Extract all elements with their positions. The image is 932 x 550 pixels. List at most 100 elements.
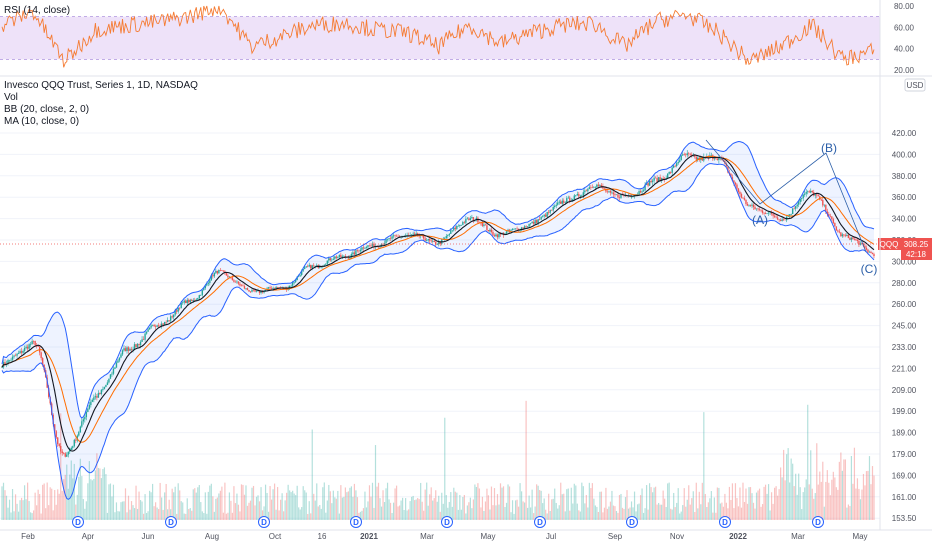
- volume-bar: [658, 502, 660, 520]
- candle-body: [865, 247, 868, 250]
- candle-body: [183, 300, 185, 303]
- candle-body: [34, 341, 36, 346]
- candle-body: [535, 220, 538, 223]
- candle-body: [662, 178, 664, 179]
- candle-body: [106, 382, 109, 386]
- volume-bar: [405, 498, 407, 520]
- candle-body: [519, 230, 521, 231]
- candle-body: [307, 266, 309, 267]
- volume-bar: [432, 500, 434, 520]
- candle-body: [733, 180, 735, 183]
- candle-body: [340, 254, 342, 258]
- volume-bar: [523, 502, 526, 520]
- candle-body: [301, 270, 303, 275]
- candle-body: [585, 190, 588, 192]
- candle-body: [368, 245, 371, 246]
- volume-bar: [575, 485, 577, 520]
- volume-bar: [359, 511, 362, 520]
- volume-bar: [608, 506, 610, 520]
- time-axis-label: Oct: [269, 532, 282, 541]
- candle-body: [338, 254, 341, 257]
- volume-bar: [520, 491, 523, 520]
- candle-body: [651, 180, 654, 182]
- volume-bar: [530, 507, 532, 520]
- volume-bar: [230, 500, 232, 520]
- volume-bar: [501, 487, 503, 520]
- candle-body: [669, 172, 672, 173]
- volume-bar: [280, 499, 282, 520]
- volume-bar: [46, 482, 48, 520]
- candle-body: [599, 185, 601, 186]
- candle-body: [775, 216, 777, 218]
- volume-bar: [386, 482, 389, 520]
- candle-body: [853, 238, 856, 240]
- volume-bar: [215, 498, 217, 520]
- volume-bar: [388, 499, 390, 520]
- volume-bar: [831, 479, 833, 520]
- candle-body: [407, 235, 410, 236]
- volume-bar: [514, 500, 517, 520]
- volume-bar: [63, 479, 65, 520]
- volume-bar: [679, 513, 681, 520]
- volume-bar: [834, 477, 836, 520]
- volume-bar: [261, 510, 264, 520]
- candle-body: [611, 192, 613, 194]
- candle-body: [730, 173, 732, 178]
- candle-body: [472, 217, 475, 221]
- volume-bar: [685, 506, 687, 520]
- volume-bar: [173, 492, 175, 520]
- candle-body: [108, 378, 110, 383]
- volume-bar: [195, 492, 197, 520]
- candle-body: [349, 257, 351, 259]
- candle-body: [551, 209, 553, 211]
- candle-body: [532, 221, 535, 224]
- time-axis-label: May: [852, 532, 867, 541]
- volume-bar: [820, 481, 822, 520]
- candle-body: [508, 229, 511, 231]
- currency-box: [904, 78, 926, 92]
- volume-bar: [587, 507, 589, 520]
- volume-bar: [731, 483, 734, 520]
- candle-body: [847, 234, 850, 239]
- volume-bar: [99, 468, 101, 520]
- candle-body: [37, 345, 39, 347]
- candle-body: [513, 228, 515, 230]
- candle-body: [99, 393, 101, 394]
- candle-body: [70, 447, 72, 450]
- candle-body: [460, 224, 463, 226]
- candle-body: [438, 241, 440, 245]
- candle-body: [397, 236, 399, 237]
- volume-bar: [414, 500, 416, 520]
- candle-body: [469, 218, 472, 221]
- candle-body: [388, 238, 390, 239]
- volume-bar: [864, 485, 866, 520]
- volume-bar: [69, 474, 71, 520]
- volume-bar: [255, 496, 258, 520]
- rsi-band: [0, 16, 880, 60]
- volume-bar: [326, 500, 328, 520]
- candle-body: [112, 368, 115, 374]
- candle-body: [311, 265, 313, 269]
- volume-bar: [314, 500, 316, 520]
- candle-body: [558, 201, 560, 203]
- candle-body: [93, 397, 95, 400]
- candle-body: [850, 237, 853, 240]
- volume-bar: [139, 500, 142, 520]
- volume-bar: [555, 502, 557, 520]
- volume-bar: [284, 500, 286, 520]
- candle-body: [683, 154, 685, 155]
- candle-body: [412, 233, 414, 235]
- volume-bar: [692, 491, 694, 520]
- volume-bar: [93, 478, 95, 520]
- candle-body: [811, 190, 813, 193]
- candle-body: [751, 204, 753, 206]
- candle-body: [682, 154, 684, 156]
- volume-bar: [289, 490, 291, 520]
- candle-body: [825, 204, 827, 212]
- volume-bar: [804, 487, 806, 520]
- volume-bar: [16, 503, 18, 520]
- candle-body: [100, 389, 103, 394]
- candle-body: [406, 235, 408, 236]
- candle-body: [145, 331, 148, 334]
